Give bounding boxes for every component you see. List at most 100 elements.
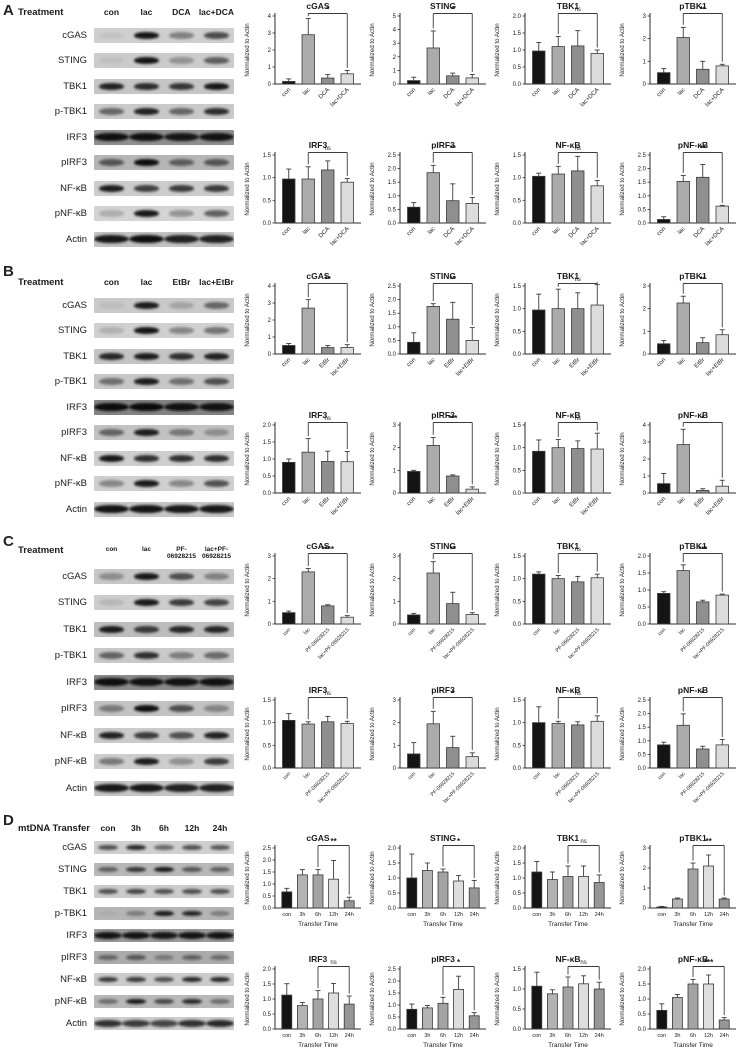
- blot-band: [203, 210, 230, 218]
- chart-cell: IRF3 Normalized to Actin 0.0 0.5 1.0 1.5 2.0 ns…: [242, 409, 367, 548]
- chart-cell: TBK1 Normalized to Actin 0.0 0.5 1.0 1.5 2.0 ns…: [492, 832, 617, 953]
- bar-con: [282, 720, 296, 769]
- y-tick-label: 0.5: [263, 474, 272, 480]
- chart-cell: TBK1 Normalized to Actin 0.0 0.5 1.0 1.5 ns con…: [492, 270, 617, 409]
- blot-strip-pIRF3: [94, 425, 234, 441]
- bar-EtBr: [696, 490, 710, 494]
- blot-row: pNF-κB: [10, 748, 242, 775]
- treatment-header-label: mtDNA Transfer: [18, 823, 90, 834]
- chart-cell: STING Normalized to Actin 0.0 0.5 1.0 1.5 2.0 2…: [367, 270, 492, 409]
- bar-DCA: [321, 77, 335, 85]
- y-axis-label: Normalized to Actin: [369, 707, 376, 761]
- y-tick-label: 0: [268, 82, 272, 88]
- significance-label: *: [326, 5, 330, 14]
- blot-band: [133, 210, 160, 218]
- bar-6h: [562, 986, 574, 1030]
- bar-PF-06928215: [446, 603, 460, 625]
- x-tick-label: con: [282, 771, 292, 781]
- blot-strip-p-TBK1: [94, 906, 234, 920]
- chart-title: TBK1: [557, 833, 579, 843]
- bar-con: [531, 871, 543, 909]
- chart-title: STING: [430, 271, 456, 281]
- x-tick-label: con: [282, 1033, 291, 1039]
- blot-label: NF-κB: [60, 182, 87, 194]
- y-tick-label: 1.5: [638, 571, 647, 577]
- blot-band: [199, 403, 234, 412]
- blot-strip-p-TBK1: [94, 648, 234, 664]
- panel-C: Treatment con lac PF- 06928215 lac+PF- 06928…: [0, 540, 745, 820]
- bar-lac: [676, 724, 690, 769]
- y-tick-label: 0.0: [388, 906, 397, 912]
- lane-label: 24h: [212, 823, 228, 833]
- blot-row: NF-κB: [10, 175, 242, 201]
- significance-label: **: [450, 144, 457, 153]
- blot-band: [168, 301, 195, 309]
- chart-A-NF-κB: NF-κB Normalized to Actin 0.0 0.5 1.0 1.5 ns co…: [494, 140, 611, 247]
- blot-label: pNF-κB: [54, 208, 87, 220]
- blot-label: NF-κB: [60, 973, 87, 985]
- x-tick-label: con: [656, 226, 667, 237]
- y-axis-label: Normalized to Actin: [619, 972, 626, 1026]
- chart-B-STING: STING Normalized to Actin 0.0 0.5 1.0 1.5 2.0 2…: [369, 271, 486, 378]
- x-tick-label: EtBr: [444, 357, 456, 369]
- chart-C-pNF-κB: pNF-κB Normalized to Actin 0.0 0.5 1.0 1.5 2.0…: [619, 685, 736, 804]
- y-tick-label: 1: [268, 599, 272, 605]
- bar-lac+DCA: [465, 203, 479, 224]
- bar-DCA: [696, 176, 710, 224]
- blot-band: [129, 505, 164, 514]
- blot-label: IRF3: [66, 676, 87, 688]
- y-tick-label: 3: [643, 284, 647, 290]
- x-tick-label: 24h: [345, 912, 354, 918]
- significance-label: ns: [575, 277, 581, 283]
- bar-12h: [328, 878, 339, 909]
- lane-label: lac+EtBr: [199, 277, 234, 287]
- blot-strip-NF-κB: [94, 727, 234, 743]
- significance-label: *: [701, 414, 705, 423]
- bar-con: [532, 722, 546, 769]
- y-tick-label: 1.0: [513, 446, 522, 452]
- chart-title: NF-κB: [555, 140, 580, 150]
- y-tick-label: 0.0: [638, 221, 647, 227]
- chart-D-pTBK1: pTBK1 Normalized to Actin 0 1 2 3 ** con 3h 6h 12h…: [619, 833, 736, 928]
- x-tick-label: 12h: [579, 912, 588, 918]
- y-tick-label: 1.0: [388, 876, 397, 882]
- chart-B-cGAS: cGAS Normalized to Actin 0 1 2 3 4 ** con lac EtBr…: [244, 271, 361, 378]
- bar-lac+PF-06928215: [715, 744, 729, 769]
- x-tick-label: lac: [677, 87, 687, 97]
- bar-12h: [703, 865, 714, 909]
- blot-band: [203, 454, 230, 462]
- chart-cell: cGAS Normalized to Actin 0.0 0.5 1.0 1.5 2.0 2.…: [242, 832, 367, 953]
- bar-lac: [551, 308, 565, 355]
- y-tick-label: 4: [643, 423, 647, 429]
- lane-label: con: [105, 546, 118, 553]
- chart-cell: STING Normalized to Actin 0 1 2 3 4 5 * con lac DCA…: [367, 0, 492, 139]
- x-tick-label: 12h: [329, 1033, 338, 1039]
- y-axis-label: Normalized to Actin: [244, 707, 251, 761]
- x-tick-label: 24h: [470, 912, 479, 918]
- significance-label: ns: [325, 416, 331, 422]
- y-tick-label: 1.5: [513, 284, 522, 290]
- blot-label: pIRF3: [61, 427, 87, 439]
- bar-con: [532, 309, 546, 355]
- bar-lac: [426, 572, 440, 625]
- significance-label: *: [451, 5, 455, 14]
- y-tick-label: 2.5: [388, 153, 397, 159]
- chart-cell: IRF3 Normalized to Actin 0.0 0.5 1.0 1.5 ns con…: [242, 684, 367, 828]
- x-tick-label: lac: [303, 627, 312, 636]
- x-tick-label: lac+DCA: [705, 87, 726, 108]
- blot-band: [98, 184, 125, 192]
- chart-cell: pNF-κB Normalized to Actin 0.0 0.5 1.0 1.5 2.0…: [617, 684, 742, 828]
- blot-band: [94, 133, 129, 142]
- blot-row: IRF3: [10, 124, 242, 150]
- y-tick-label: 1.0: [263, 176, 272, 182]
- blot-band: [125, 910, 147, 917]
- bar-lac: [301, 723, 315, 769]
- blot-strip-cGAS: [94, 297, 234, 313]
- lane-labels: con lac EtBr lac+EtBr: [94, 277, 234, 288]
- chart-D-cGAS: cGAS Normalized to Actin 0.0 0.5 1.0 1.5 2.0 2.…: [244, 833, 361, 928]
- chart-title: pTBK1: [679, 833, 707, 843]
- x-tick-label: con: [656, 357, 667, 368]
- chart-cell: NF-κB Normalized to Actin 0.0 0.5 1.0 1.5 ns co…: [492, 684, 617, 828]
- chart-D-pNF-κB: pNF-κB Normalized to Actin 0.0 0.5 1.0 1.5 2.0…: [619, 954, 736, 1049]
